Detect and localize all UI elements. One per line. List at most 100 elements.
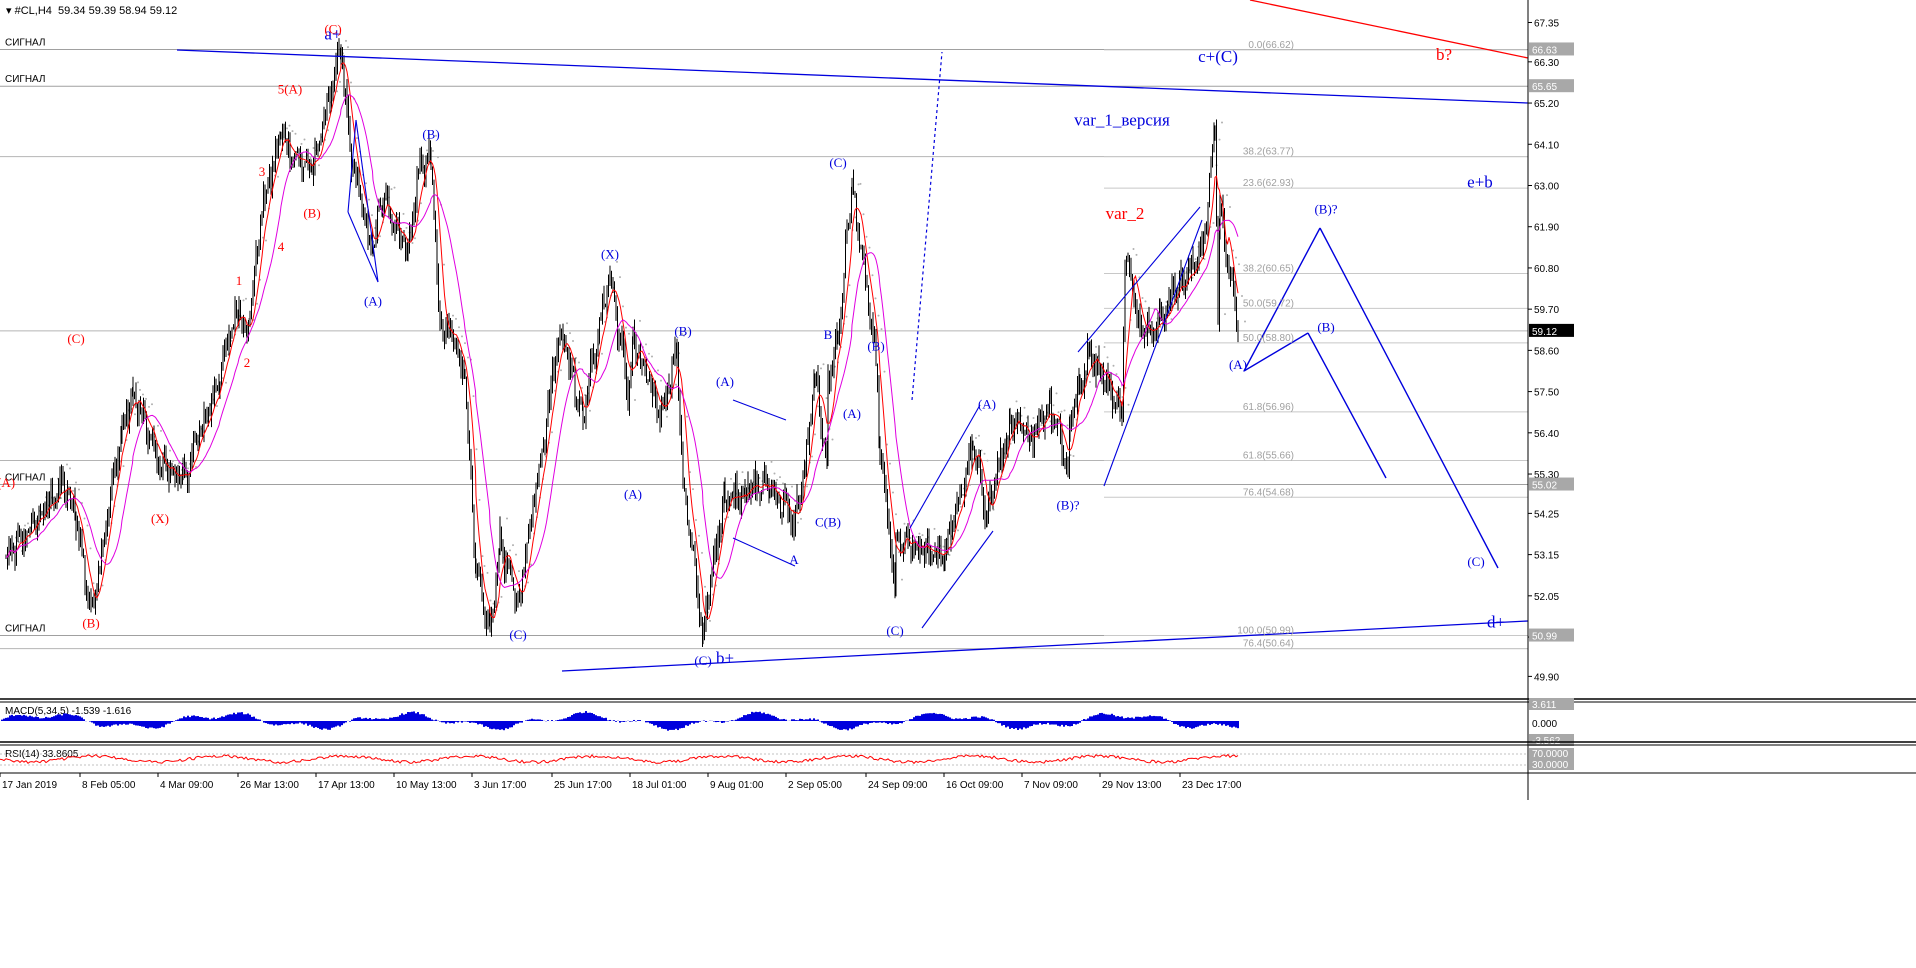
wave-trendline <box>732 537 796 567</box>
fib-level-label: 61.8(56.96) <box>1243 402 1294 413</box>
date-tick-label: 24 Sep 09:00 <box>868 780 928 791</box>
price-tick-label: 59.70 <box>1534 305 1559 316</box>
price-tag-label: 65.65 <box>1532 82 1557 93</box>
wave-label: C(B) <box>815 514 841 529</box>
wave-label: (A) <box>364 293 382 308</box>
wave-label: (C) <box>1467 554 1484 569</box>
fib-level-label: 50.0(58.80) <box>1243 333 1294 344</box>
fib-level-label: 50.0(59.72) <box>1243 298 1294 309</box>
wave-label: b? <box>1436 45 1452 64</box>
wave-label: (C) <box>694 653 711 668</box>
wave-label: (A) <box>843 406 861 421</box>
wave-label: (B) <box>1317 320 1334 335</box>
wave-label: (A) <box>716 374 734 389</box>
wave-trendline <box>355 119 379 283</box>
date-tick-label: 25 Jun 17:00 <box>554 780 612 791</box>
price-tick-label: 53.15 <box>1534 551 1559 562</box>
candlestick-series <box>5 38 1239 647</box>
signal-label: СИГНАЛ <box>5 624 46 635</box>
wave-label: d+ <box>1487 613 1505 632</box>
price-tick-label: 57.50 <box>1534 388 1559 399</box>
price-tag <box>1529 79 1574 93</box>
wave-label: (B) <box>82 616 99 631</box>
lower-channel-line <box>561 620 1529 672</box>
wave-label: (B) <box>674 323 691 338</box>
wave-trendline <box>1077 206 1201 353</box>
ma-slow-line <box>6 94 1239 589</box>
signal-label: СИГНАЛ <box>5 37 46 48</box>
signal-label: СИГНАЛ <box>5 473 46 484</box>
wave-label: b+ <box>716 648 734 667</box>
wave-label: 1 <box>236 273 243 288</box>
fib-level-label: 100.0(50.99) <box>1237 626 1294 637</box>
wave-label: (C) <box>886 623 903 638</box>
date-tick-label: 16 Oct 09:00 <box>946 780 1004 791</box>
price-tag <box>1529 323 1574 337</box>
fib-level-label: 23.6(62.93) <box>1243 178 1294 189</box>
symbol-title: ▾ #CL,H4 59.34 59.39 58.94 59.12 <box>6 5 178 17</box>
wave-trendline <box>921 530 994 629</box>
wave-label: (B) <box>303 205 320 220</box>
wave-label: (X) <box>151 511 169 526</box>
fib-level-label: 0.0(66.62) <box>1248 40 1294 51</box>
price-tick-label: 58.60 <box>1534 346 1559 357</box>
date-tick-label: 2 Sep 05:00 <box>788 780 842 791</box>
fib-level-label: 76.4(54.68) <box>1243 487 1294 498</box>
rsi-tick-label: 30.0000 <box>1532 760 1569 771</box>
red-resistance-line <box>1249 0 1529 59</box>
projection-path <box>1243 332 1309 372</box>
wave-trendline <box>909 404 981 529</box>
wave-label: (A) <box>978 396 996 411</box>
macd-tick-label: 0.000 <box>1532 719 1557 730</box>
wave-label: (A) <box>1229 357 1247 372</box>
macd-tick-label: 3.611 <box>1532 700 1557 711</box>
rsi-line <box>0 753 1239 765</box>
upper-channel-line <box>176 49 1529 104</box>
wave-label: 3 <box>259 164 266 179</box>
macd-title: MACD(5,34,5) -1.539 -1.616 <box>5 706 132 717</box>
vertical-dotted-projection <box>911 51 943 401</box>
price-tag-label: 59.12 <box>1532 327 1557 338</box>
price-tick-label: 60.80 <box>1534 264 1559 275</box>
wave-label: 4 <box>278 239 285 254</box>
wave-label: (C) <box>509 627 526 642</box>
date-tick-label: 26 Mar 13:00 <box>240 780 299 791</box>
wave-trendline <box>1103 219 1203 487</box>
fib-level-label: 38.2(60.65) <box>1243 264 1294 275</box>
wave-label: e+b <box>1467 172 1493 191</box>
wave-label: B <box>824 327 833 342</box>
wave-label: (X) <box>601 247 619 262</box>
wave-label: (B)? <box>1056 498 1079 513</box>
price-tick-label: 52.05 <box>1534 592 1559 603</box>
price-tick-label: 65.20 <box>1534 99 1559 110</box>
wave-label: (C) <box>324 22 341 37</box>
date-tick-label: 17 Jan 2019 <box>2 780 57 791</box>
price-tick-label: 64.10 <box>1534 140 1559 151</box>
price-tick-label: 61.90 <box>1534 223 1559 234</box>
date-tick-label: 3 Jun 17:00 <box>474 780 527 791</box>
wave-label: var_2 <box>1106 204 1145 223</box>
wave-label: a+ <box>324 24 341 43</box>
price-tick-label: 55.30 <box>1534 470 1559 481</box>
date-tick-label: 10 May 13:00 <box>396 780 457 791</box>
price-tag <box>1529 42 1574 56</box>
wave-trendline <box>347 211 379 283</box>
wave-label: 5(A) <box>278 82 303 97</box>
fib-level-label: 38.2(63.77) <box>1243 147 1294 158</box>
price-tick-label: 63.00 <box>1534 181 1559 192</box>
signal-label: СИГНАЛ <box>5 74 46 85</box>
price-tag-label: 50.99 <box>1532 632 1557 643</box>
date-tick-label: 17 Apr 13:00 <box>318 780 375 791</box>
wave-label: (B) <box>867 338 884 353</box>
fib-level-label: 76.4(50.64) <box>1243 639 1294 650</box>
price-tick-label: 49.90 <box>1534 672 1559 683</box>
price-tag-label: 66.63 <box>1532 45 1557 56</box>
price-tick-label: 54.25 <box>1534 509 1559 520</box>
date-tick-label: 18 Jul 01:00 <box>632 780 687 791</box>
wave-trendline <box>347 119 357 213</box>
price-tick-label: 56.40 <box>1534 429 1559 440</box>
wave-label: A <box>789 552 799 567</box>
date-tick-label: 7 Nov 09:00 <box>1024 780 1078 791</box>
